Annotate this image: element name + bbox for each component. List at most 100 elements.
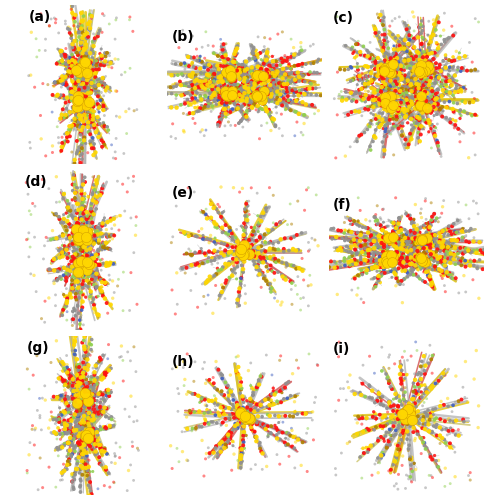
Point (100, 122, 108, 130)
Point (397, 246, 405, 254)
Point (292, 68, 300, 76)
Point (76, 388, 84, 396)
Point (85, 219, 93, 227)
Point (73, 288, 81, 296)
Point (385, 22, 393, 30)
Point (193, 76, 201, 84)
Point (408, 99, 416, 107)
Point (366, 120, 374, 128)
Point (223, 93, 231, 101)
Point (83, 76, 91, 84)
Point (263, 119, 270, 127)
Point (219, 40, 227, 48)
Point (414, 79, 422, 87)
Point (366, 232, 374, 240)
Point (395, 87, 403, 95)
Point (451, 117, 459, 125)
Point (74, 378, 82, 386)
Point (183, 390, 190, 398)
Point (413, 388, 421, 396)
Point (63, 82, 71, 90)
Point (401, 136, 408, 143)
Point (395, 256, 403, 264)
Point (68, 44, 76, 52)
Point (78, 228, 86, 236)
Point (58, 396, 66, 404)
Point (97, 244, 104, 252)
Point (378, 71, 386, 79)
Point (76, 320, 83, 328)
Point (203, 66, 211, 74)
Point (278, 98, 285, 106)
Point (63, 395, 71, 403)
Point (298, 98, 306, 106)
Point (443, 250, 451, 258)
Point (96, 96, 104, 104)
Point (216, 72, 224, 80)
Point (229, 396, 237, 404)
Point (416, 266, 424, 274)
Point (388, 222, 396, 230)
Point (90, 254, 98, 262)
Point (426, 227, 434, 235)
Point (215, 416, 223, 424)
Point (413, 242, 421, 250)
Point (83, 458, 91, 466)
Point (89, 272, 97, 280)
Point (73, 122, 81, 130)
Point (97, 78, 105, 86)
Point (386, 102, 394, 110)
Point (73, 430, 81, 438)
Point (244, 91, 251, 99)
Point (393, 80, 401, 88)
Point (313, 58, 321, 66)
Point (203, 402, 210, 409)
Point (244, 366, 252, 374)
Point (259, 74, 267, 82)
Point (73, 264, 81, 272)
Point (218, 48, 226, 56)
Point (255, 380, 263, 388)
Point (397, 361, 405, 369)
Point (386, 402, 394, 410)
Point (404, 430, 411, 438)
Point (79, 230, 87, 237)
Point (480, 250, 488, 258)
Point (53, 267, 61, 275)
Point (454, 289, 462, 297)
Point (431, 124, 439, 132)
Point (235, 97, 243, 105)
Point (88, 396, 96, 404)
Point (258, 68, 265, 76)
Point (454, 49, 462, 57)
Point (427, 88, 435, 96)
Point (353, 72, 361, 80)
Point (417, 236, 425, 244)
Point (215, 69, 223, 77)
Point (65, 108, 73, 116)
Point (133, 300, 141, 308)
Point (60, 216, 67, 224)
Point (80, 259, 87, 267)
Point (366, 231, 374, 239)
Point (203, 78, 210, 86)
Point (265, 89, 273, 97)
Point (257, 76, 265, 84)
Point (71, 411, 79, 419)
Point (80, 235, 88, 243)
Point (403, 62, 411, 70)
Point (375, 38, 383, 46)
Point (374, 66, 382, 74)
Point (390, 53, 398, 61)
Point (100, 80, 107, 88)
Point (410, 242, 418, 250)
Point (78, 338, 86, 346)
Point (68, 72, 76, 80)
Point (252, 72, 260, 80)
Point (67, 31, 75, 39)
Point (225, 85, 233, 93)
Point (104, 469, 112, 477)
Point (360, 244, 368, 252)
Point (244, 92, 252, 100)
Point (38, 426, 45, 434)
